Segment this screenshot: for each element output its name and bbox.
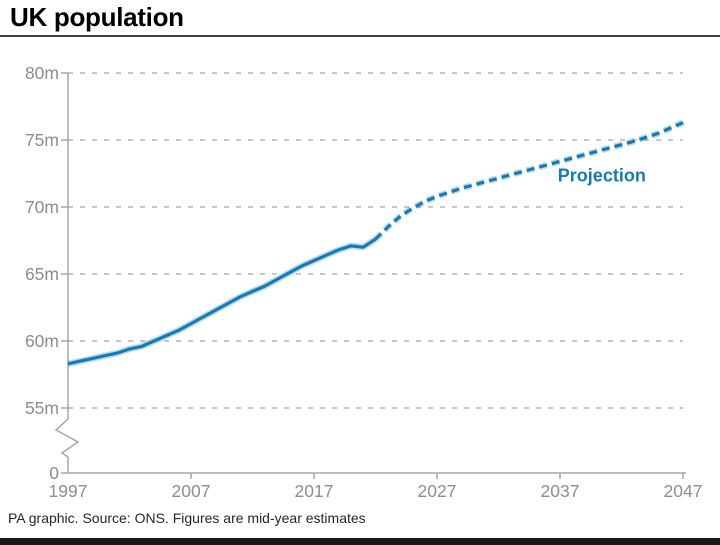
- x-tick-label: 2027: [418, 481, 457, 501]
- x-tick-label: 2007: [172, 481, 211, 501]
- projection-label: Projection: [558, 166, 646, 186]
- bottom-bar: [0, 538, 720, 545]
- page-title: UK population: [10, 2, 184, 32]
- y-tick-label: 75m: [25, 130, 59, 150]
- y-zero-label: 0: [49, 463, 59, 483]
- y-tick-label: 55m: [25, 398, 59, 418]
- projection-line: [374, 121, 684, 241]
- x-tick-label: 1997: [49, 481, 88, 501]
- axis-break: [54, 418, 80, 458]
- x-tick-label: 2017: [295, 481, 334, 501]
- estimate-line-halo: [67, 236, 378, 367]
- y-tick-label: 70m: [25, 197, 59, 217]
- y-tick-label: 80m: [25, 63, 59, 83]
- x-tick-label: 2047: [664, 481, 703, 501]
- estimate-line: [67, 237, 377, 366]
- x-tick-label: 2037: [541, 481, 580, 501]
- y-tick-label: 65m: [25, 264, 59, 284]
- y-tick-label: 60m: [25, 331, 59, 351]
- source-note: PA graphic. Source: ONS. Figures are mid…: [8, 510, 366, 526]
- title-rule: [0, 35, 720, 37]
